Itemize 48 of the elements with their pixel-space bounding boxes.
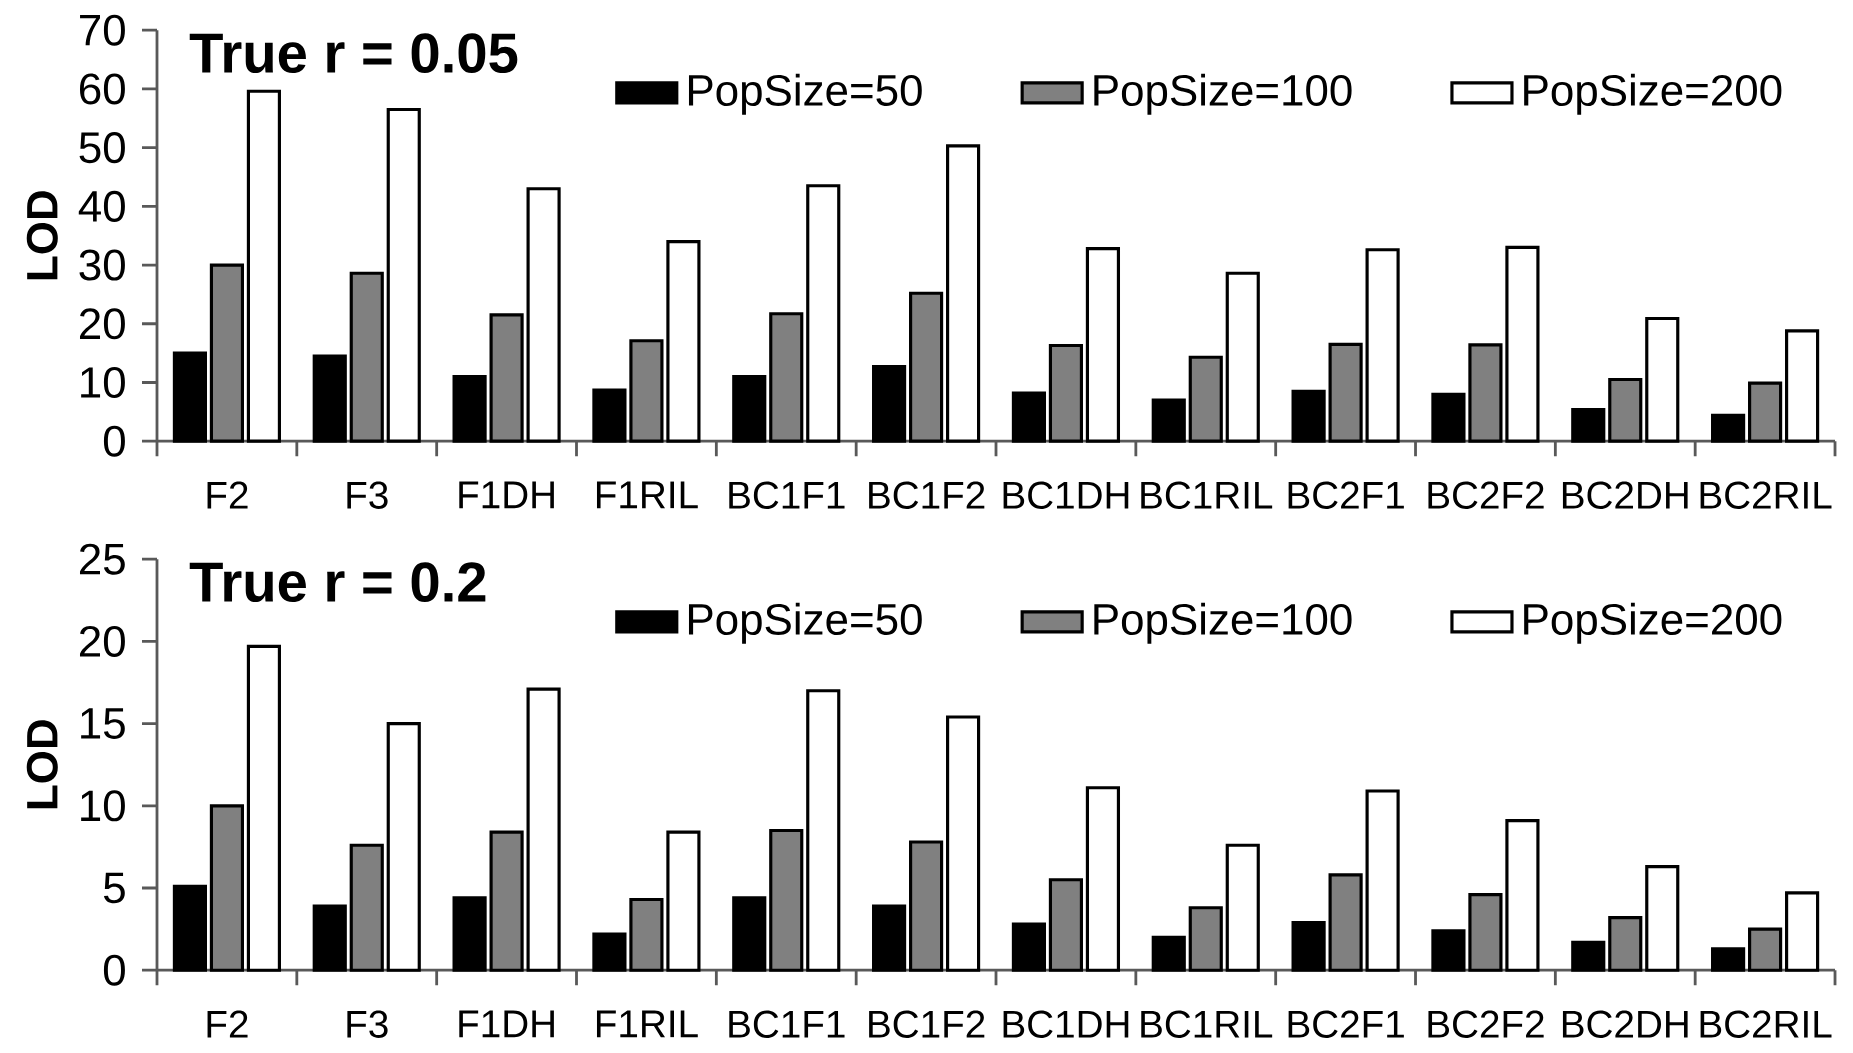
y-tick-label: 60 (79, 73, 125, 105)
y-tick-label: 70 (80, 14, 125, 46)
x-tick-label: BC1RIL (1141, 481, 1273, 510)
x-tick-label: BC1DH (1003, 481, 1129, 510)
x-tick-label: BC2F1 (1288, 1010, 1404, 1039)
x-tick-label: F1DH (459, 1010, 554, 1038)
legend-label: PopSize=200 (1524, 602, 1782, 644)
y-tick-label: 40 (78, 191, 125, 223)
x-tick-label: BC1F1 (729, 1010, 845, 1039)
y-tick-label: 15 (81, 708, 125, 740)
x-tick-label: BC2RIL (1700, 1010, 1832, 1039)
legend-label: PopSize=100 (1094, 602, 1352, 644)
x-tick-label: BC1F1 (729, 481, 845, 510)
x-tick-label: F1DH (459, 481, 554, 509)
x-tick-label: F1RIL (596, 481, 698, 509)
y-tick-label: 5 (103, 872, 125, 904)
legend-label: PopSize=100 (1094, 73, 1352, 115)
x-tick-label: F2 (207, 481, 248, 509)
x-tick-label: BC1DH (1003, 1010, 1129, 1039)
y-tick-label: 50 (79, 132, 125, 164)
x-tick-label: BC2RIL (1700, 481, 1832, 510)
x-tick-label: F3 (347, 1010, 388, 1039)
y-axis-title: LOD (26, 191, 58, 280)
y-tick-label: 30 (79, 249, 125, 281)
x-tick-label: BC2DH (1562, 481, 1688, 510)
x-tick-label: BC2F2 (1428, 1010, 1544, 1039)
y-tick-label: 0 (103, 425, 125, 457)
chart-title: True r = 0.2 (189, 562, 486, 603)
legend-label: PopSize=50 (688, 73, 922, 115)
x-tick-label: F2 (207, 1010, 248, 1038)
legend-label: PopSize=200 (1524, 73, 1782, 115)
x-tick-label: BC2DH (1562, 1010, 1688, 1039)
y-axis-title: LOD (26, 720, 58, 809)
y-tick-label: 10 (81, 790, 125, 822)
x-tick-label: BC1F2 (869, 481, 985, 510)
y-tick-label: 20 (79, 626, 125, 658)
x-tick-label: BC2F2 (1428, 481, 1544, 510)
x-tick-label: BC2F1 (1288, 481, 1404, 510)
y-tick-label: 0 (103, 954, 125, 986)
x-tick-label: F3 (347, 481, 388, 510)
y-tick-label: 25 (79, 543, 125, 575)
x-tick-label: BC1F2 (869, 1010, 985, 1039)
y-tick-label: 20 (79, 308, 125, 340)
y-tick-label: 10 (81, 367, 125, 399)
legend-label: PopSize=50 (688, 602, 922, 644)
chart-title: True r = 0.05 (189, 33, 518, 74)
x-tick-label: BC1RIL (1141, 1010, 1273, 1039)
x-tick-label: F1RIL (596, 1010, 698, 1038)
